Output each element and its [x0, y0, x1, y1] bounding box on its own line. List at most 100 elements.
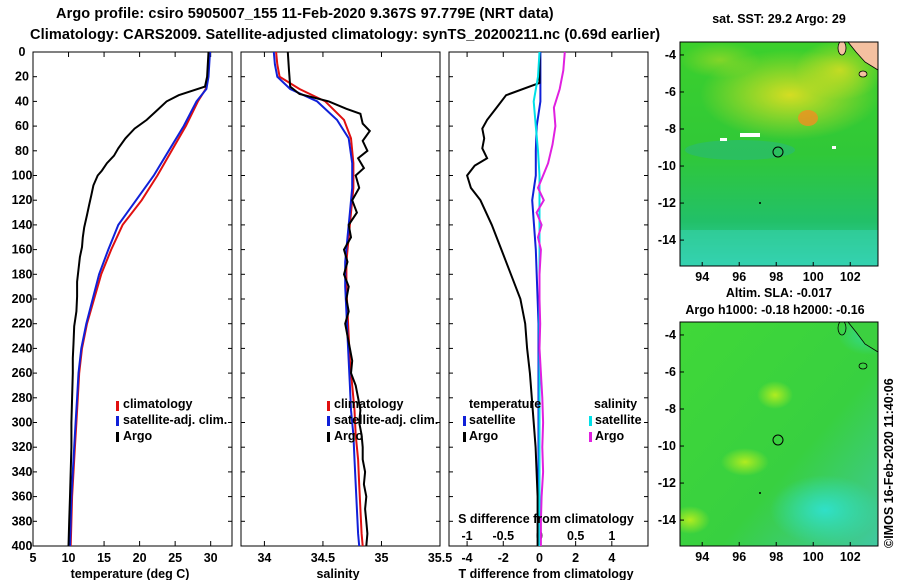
- climatology-title: Climatology: CARS2009. Satellite-adjuste…: [30, 27, 661, 43]
- difference-series: [465, 51, 566, 546]
- depth-tick-label: 100: [12, 169, 33, 183]
- legend-s-satellite-swatch: [589, 416, 592, 426]
- legend-argo-swatch: [327, 432, 330, 442]
- s-tick-label: -1: [462, 529, 473, 543]
- map-y-tick-label: -14: [658, 513, 676, 527]
- sla-high-patch: [680, 506, 710, 534]
- s-difference-x-label: S difference from climatology: [458, 512, 634, 526]
- depth-tick-label: 40: [15, 94, 29, 108]
- depth-tick-label: 360: [12, 490, 33, 504]
- salinity-x-ticks: 34 34.5 35 35.5: [257, 52, 452, 565]
- depth-tick-label: 140: [12, 218, 33, 232]
- sst-hot-spot: [798, 110, 818, 126]
- island: [837, 42, 847, 56]
- x-tick-label: 20: [133, 551, 147, 565]
- depth-axis: 0 20 40 60 80 100 120 140 160 180 200 220 240 260 280 3…: [12, 45, 648, 553]
- sst-warm-patch: [795, 42, 878, 100]
- legend-t-argo-label: Argo: [469, 429, 499, 443]
- depth-tick-label: 200: [12, 292, 33, 306]
- depth-tick-label: 80: [15, 144, 29, 158]
- map-x-tick-label: 98: [769, 550, 783, 564]
- island: [837, 322, 847, 336]
- series-line-t-argo: [465, 52, 541, 546]
- depth-tick-label: 60: [15, 119, 29, 133]
- depth-tick-label: 20: [15, 70, 29, 84]
- depth-tick-label: 260: [12, 366, 33, 380]
- map-x-tick-label: 96: [732, 270, 746, 284]
- small-island: [759, 492, 761, 494]
- s-tick-label: -0.5: [492, 529, 514, 543]
- depth-tick-label: 320: [12, 440, 33, 454]
- legend-climatology-label: climatology: [334, 397, 404, 411]
- legend-argo-label: Argo: [123, 429, 153, 443]
- legend-argo-label: Argo: [334, 429, 364, 443]
- difference-legend-t: temperature satellite Argo: [463, 397, 541, 443]
- map-y-tick-label: -10: [658, 439, 676, 453]
- sst-cool-band: [685, 140, 795, 160]
- legend-climatology-swatch: [116, 401, 119, 411]
- sst-cool-band: [680, 230, 878, 266]
- s-tick-label: 1: [608, 529, 615, 543]
- x-tick-label: 10: [62, 551, 76, 565]
- map-x-tick-label: 96: [732, 550, 746, 564]
- map-y-tick-label: -6: [665, 365, 676, 379]
- temperature-x-ticks: 5 10 15 20 25 30: [30, 52, 218, 565]
- depth-tick-label: 380: [12, 514, 33, 528]
- temperature-legend: climatology satellite-adj. clim. Argo: [116, 397, 227, 443]
- legend-satellite-swatch: [116, 416, 119, 426]
- x-tick-label: 35: [375, 551, 389, 565]
- difference-legend-s: salinity satellite Argo: [589, 397, 642, 443]
- series-line-argo: [286, 51, 372, 547]
- sla-map-ticks: 94 96 98 100 102 -4 -6 -8 -10 -12 -14: [658, 328, 861, 564]
- sla-map-title: Altim. SLA: -0.017: [726, 286, 832, 300]
- legend-t-satellite-swatch: [463, 416, 466, 426]
- x-tick-label: 2: [572, 551, 579, 565]
- x-tick-label: -2: [498, 551, 509, 565]
- sst-map-ticks: 94 96 98 100 102 -4 -6 -8 -10 -12 -14: [658, 48, 861, 284]
- sla-map-subtitle: Argo h1000: -0.18 h2000: -0.16: [685, 303, 864, 317]
- missing-data: [740, 133, 760, 137]
- map-y-tick-label: -4: [665, 328, 676, 342]
- x-tick-label: 4: [608, 551, 615, 565]
- sla-map: [680, 322, 878, 546]
- x-tick-label: 35.5: [428, 551, 452, 565]
- depth-tick-label: 280: [12, 391, 33, 405]
- small-island: [759, 202, 761, 204]
- sla-high-patch: [757, 381, 793, 409]
- salinity-legend: climatology satellite-adj. clim. Argo: [327, 397, 438, 443]
- depth-tick-label: 400: [12, 539, 33, 553]
- legend-t-title: temperature: [469, 397, 541, 411]
- map-y-tick-label: -6: [665, 85, 676, 99]
- difference-panel-frame: [448, 51, 649, 547]
- imos-credit: ©IMOS 16-Feb-2020 11:40:06: [882, 378, 896, 548]
- salinity-series: [272, 51, 372, 547]
- profile-title: Argo profile: csiro 5905007_155 11-Feb-2…: [56, 6, 554, 22]
- x-tick-label: -4: [462, 551, 473, 565]
- depth-tick-label: 220: [12, 317, 33, 331]
- x-tick-label: 34.5: [311, 551, 335, 565]
- argo-position-marker: [772, 434, 784, 446]
- map-x-tick-label: 94: [695, 550, 709, 564]
- salinity-x-label: salinity: [316, 567, 359, 580]
- land-sumatra: [847, 322, 878, 353]
- x-tick-label: 34: [257, 551, 271, 565]
- map-y-tick-label: -12: [658, 196, 676, 210]
- temperature-series: [67, 51, 211, 547]
- x-tick-label: 5: [30, 551, 37, 565]
- legend-satellite-label: satellite-adj. clim.: [334, 413, 438, 427]
- island: [858, 362, 868, 370]
- sst-map-title: sat. SST: 29.2 Argo: 29: [712, 12, 846, 26]
- depth-tick-label: 0: [19, 45, 26, 59]
- depth-tick-label: 120: [12, 193, 33, 207]
- x-tick-label: 30: [204, 551, 218, 565]
- map-y-tick-label: -4: [665, 48, 676, 62]
- sst-warm-patch: [680, 42, 760, 78]
- map-x-tick-label: 102: [840, 270, 861, 284]
- series-line-s-argo: [535, 51, 566, 546]
- series-line-satellite-adj-clim-: [272, 51, 361, 547]
- series-line-argo: [67, 51, 210, 547]
- sst-map-frame: [679, 41, 879, 267]
- map-x-tick-label: 98: [769, 270, 783, 284]
- t-difference-x-label: T difference from climatology: [458, 567, 633, 580]
